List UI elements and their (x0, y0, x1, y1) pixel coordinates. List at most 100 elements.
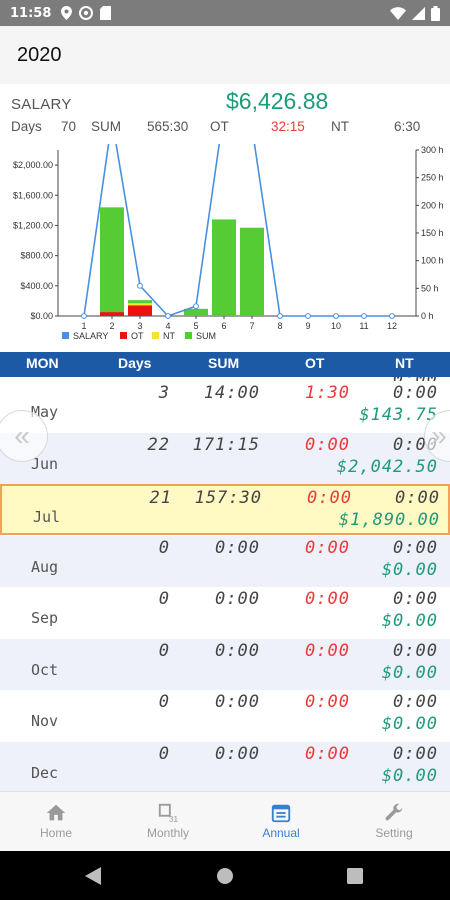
legend-label-ot: OT (131, 331, 144, 341)
month-table: 0:00 May314:001:300:00$143.75Jun22171:15… (0, 377, 450, 791)
nav-setting[interactable]: Setting (338, 792, 450, 852)
month-name: Oct (31, 660, 59, 679)
month-name: Sep (31, 609, 59, 627)
x-tick-label: 4 (165, 321, 170, 331)
month-row-may[interactable]: May 3 14:00 1:30 0:00 $143.75 (0, 381, 450, 432)
home-icon (46, 804, 66, 821)
pay-cell: $0.00 (381, 765, 438, 786)
x-tick-label: 7 (249, 321, 254, 331)
sum-cell: 14:00 (203, 383, 260, 403)
month-row-nov[interactable]: Nov 0 0:00 0:00 0:00 $0.00 (0, 690, 450, 741)
month-row-sep[interactable]: Sep 0 0:00 0:00 0:00 $0.00 (0, 587, 450, 638)
year-title[interactable]: 2020 (17, 43, 62, 66)
month-name: Jun (31, 454, 59, 473)
x-tick-label: 6 (221, 321, 226, 331)
salary-point (165, 313, 171, 319)
x-tick-label: 8 (277, 321, 282, 331)
nt-cell: 0:00 (395, 488, 440, 508)
monthly-calendar-icon: 31 (158, 803, 179, 824)
legend-swatch-sum (185, 332, 192, 339)
nt-cell: 0:00 (393, 537, 438, 558)
legend-label-nt: NT (163, 331, 175, 341)
x-tick-label: 3 (137, 321, 142, 331)
month-name: Jul (33, 508, 61, 526)
double-chevron-right-icon: » (431, 420, 447, 451)
ot-cell: 0:00 (305, 743, 350, 764)
right-tick-label: 150 h (421, 228, 444, 238)
header-days: Days (118, 355, 152, 371)
legend-swatch-ot (120, 332, 127, 339)
nav-monthly-label: Monthly (146, 826, 190, 840)
sum-cell: 0:00 (215, 537, 260, 558)
pay-cell: $0.00 (381, 662, 438, 683)
days-label: Days (11, 119, 42, 134)
monthly-badge: 31 (169, 815, 179, 824)
nav-annual[interactable]: Annual (225, 792, 337, 852)
sum-cell: 0:00 (215, 692, 260, 712)
month-name: Aug (31, 557, 59, 576)
status-time: 11:58 (10, 5, 52, 21)
salary-line (83, 109, 392, 317)
ot-value: 32:15 (271, 119, 305, 134)
month-row-dec[interactable]: Dec 0 0:00 0:00 0:00 $0.00 (0, 741, 450, 791)
right-tick-label: 300 h (421, 145, 444, 155)
month-row-jun[interactable]: Jun 22 171:15 0:00 0:00 $2,042.50 (0, 432, 450, 484)
left-tick-label: $400.00 (20, 281, 53, 291)
pay-cell: $1,890.00 (338, 510, 440, 530)
ot-cell: 0:00 (305, 640, 350, 661)
left-tick-label: $0.00 (30, 311, 53, 321)
month-row-aug[interactable]: Aug 0 0:00 0:00 0:00 $0.00 (0, 535, 450, 587)
sum-bar (240, 227, 264, 316)
ot-cell: 0:00 (305, 692, 350, 712)
x-tick-label: 12 (387, 321, 397, 331)
battery-icon (431, 5, 440, 21)
pay-cell: $143.75 (359, 405, 438, 425)
salary-label: SALARY (11, 96, 72, 113)
legend-swatch-nt (152, 332, 159, 339)
pay-cell: $0.00 (381, 714, 438, 734)
days-cell: 0 (158, 640, 170, 661)
salary-point (389, 313, 395, 319)
ot-label: OT (210, 119, 229, 134)
annual-chart: $0.00 $400.00 $800.00 $1,200.00 $1,600.00 $2,… (0, 107, 450, 350)
bottom-navigation: Home 31 Monthly Annual Setting (0, 791, 450, 851)
calendar-icon (271, 804, 291, 823)
previous-year-button[interactable]: « (0, 410, 48, 462)
home-circle-icon[interactable] (216, 867, 234, 885)
status-bar: 11:58 (0, 0, 450, 26)
nav-monthly[interactable]: 31 Monthly (112, 792, 224, 852)
nt-value: 6:30 (394, 119, 421, 134)
sum-cell: 0:00 (215, 640, 260, 661)
salary-amount: $6,426.88 (226, 88, 329, 114)
x-tick-label: 2 (109, 321, 114, 331)
double-chevron-left-icon: « (14, 420, 30, 451)
month-row-jul[interactable]: Jul 21 157:30 0:00 0:00 $1,890.00 (0, 484, 450, 535)
nav-home-label: Home (39, 826, 72, 840)
legend-swatch-salary (62, 332, 69, 339)
salary-point (305, 313, 311, 319)
x-tick-label: 9 (305, 321, 310, 331)
salary-point (137, 282, 143, 289)
salary-point (361, 313, 367, 319)
nav-home[interactable]: Home (0, 792, 112, 852)
nt-cell: 0:00 (393, 589, 438, 609)
month-name: Nov (31, 712, 59, 730)
back-icon[interactable] (85, 867, 101, 885)
annual-chart-svg: $0.00 $400.00 $800.00 $1,200.00 $1,600.00 $2,… (13, 107, 444, 341)
nt-label: NT (331, 119, 349, 134)
sd-card-icon (100, 6, 112, 20)
legend-label-salary: SALARY (73, 331, 108, 341)
sum-cell: 0:00 (215, 589, 260, 609)
pay-cell: $0.00 (381, 611, 438, 631)
month-row-oct[interactable]: Oct 0 0:00 0:00 0:00 $0.00 (0, 638, 450, 690)
recents-icon[interactable] (347, 868, 363, 884)
right-tick-label: 200 h (421, 200, 444, 210)
pay-cell: $2,042.50 (336, 456, 438, 477)
nav-setting-label: Setting (375, 826, 413, 840)
sum-cell: 0:00 (215, 743, 260, 764)
header-mon: MON (26, 355, 59, 371)
x-tick-label: 1 (81, 321, 86, 331)
header-sum: SUM (208, 355, 240, 371)
ot-cell: 0:00 (305, 589, 350, 609)
